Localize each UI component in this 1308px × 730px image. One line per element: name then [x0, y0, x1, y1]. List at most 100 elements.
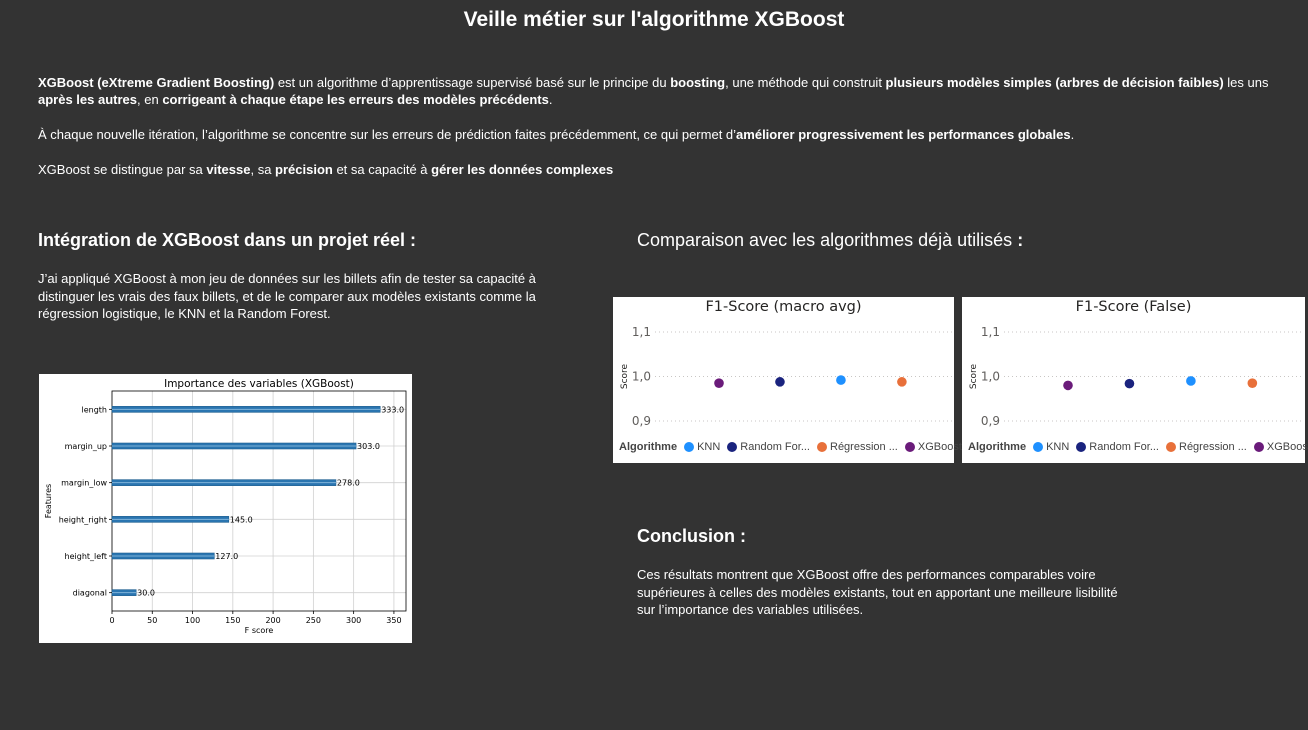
x-tick-label: 250 — [306, 616, 321, 625]
text-run: précision — [275, 162, 333, 177]
text-run: , une méthode qui construit — [725, 75, 886, 90]
text-run: , en — [137, 92, 163, 107]
bar-value-label: 30.0 — [137, 589, 155, 598]
legend-dot-icon — [904, 442, 915, 452]
legend-item[interactable]: XGBoost — [904, 441, 962, 453]
data-point — [1063, 380, 1073, 391]
legend-item[interactable]: XGBoost — [1253, 441, 1308, 453]
category-label: margin_up — [65, 442, 107, 451]
text-run: XGBoost se distingue par sa — [38, 162, 207, 177]
data-point — [714, 378, 724, 388]
x-tick-label: 150 — [225, 616, 240, 625]
y-tick-label: 0,9 — [632, 414, 651, 428]
bar-value-label: 278.0 — [337, 479, 360, 488]
comparison-heading-suffix: : — [1012, 230, 1024, 250]
f1-false-title: F1-Score (False) — [1075, 299, 1192, 315]
x-tick-label: 100 — [185, 616, 200, 625]
y-axis-label: Features — [44, 484, 53, 518]
intro-paragraph-1: XGBoost (eXtreme Gradient Boosting) est … — [38, 74, 1283, 108]
legend-title: Algorithme — [619, 441, 678, 453]
legend-dot-icon — [1033, 442, 1044, 452]
f1-false-card: F1-Score (False) 0,9 1,0 1,1 Score Algorith… — [962, 297, 1308, 463]
text-run: améliorer progressivement les performanc… — [736, 127, 1071, 142]
category-label: diagonal — [73, 589, 107, 598]
x-tick-label: 350 — [386, 616, 401, 625]
text-run: les uns — [1223, 75, 1269, 90]
legend-label: XGBoost — [917, 441, 962, 453]
legend-dot-icon — [817, 442, 827, 452]
bar-value-label: 127.0 — [215, 552, 238, 561]
text-run: , sa — [250, 162, 276, 177]
legend-label: Régression ... — [830, 441, 898, 453]
plot-frame — [111, 390, 407, 612]
legend-dot-icon — [684, 442, 695, 452]
intro-paragraph-3: XGBoost se distingue par sa vitesse, sa … — [38, 161, 1283, 178]
legend-dot-icon — [1166, 442, 1176, 452]
legend-dot-icon — [1253, 442, 1264, 452]
page-title: Veille métier sur l'algorithme XGBoost — [463, 8, 845, 31]
legend-label: Régression ... — [1179, 441, 1247, 453]
y-tick-label: 1,1 — [632, 325, 651, 339]
text-run: gérer les données complexes — [431, 162, 614, 177]
comparison-heading: Comparaison avec les algorithmes déjà ut… — [637, 230, 1023, 251]
feature-importance-chart: Importance des variables (XGBoost) 333.0 l… — [39, 374, 412, 643]
text-run: après les autres — [38, 92, 138, 107]
feature-importance-svg: Importance des variables (XGBoost) 333.0 l… — [44, 378, 407, 635]
data-point — [1247, 378, 1258, 388]
text-run: . — [1070, 127, 1075, 142]
legend-label: KNN — [1046, 441, 1070, 453]
bar-value-label: 303.0 — [357, 442, 380, 451]
chart-title: Importance des variables (XGBoost) — [164, 378, 354, 390]
legend-title: Algorithme — [968, 441, 1027, 453]
x-tick-label: 50 — [147, 616, 157, 625]
x-tick-label: 200 — [265, 616, 280, 625]
x-axis-label: F score — [245, 626, 274, 635]
f1-false-svg: 0,9 1,0 1,1 Score — [969, 325, 1303, 428]
f1-macro-title: F1-Score (macro avg) — [705, 299, 862, 315]
text-run: boosting — [670, 75, 726, 90]
conclusion-text: Ces résultats montrent que XGBoost offre… — [637, 567, 1118, 617]
text-run: est un algorithme d’apprentissage superv… — [274, 75, 671, 90]
category-label: margin_low — [61, 479, 107, 488]
legend-item[interactable]: Régression ... — [1166, 441, 1247, 453]
text-run: vitesse — [206, 162, 251, 177]
data-point — [1124, 378, 1135, 389]
text-run: corrigeant à chaque étape les erreurs de… — [162, 92, 549, 107]
legend-label: XGBoost — [1266, 441, 1308, 453]
legend-label: Random For... — [1089, 441, 1159, 453]
y-tick-label: 1,0 — [981, 370, 1000, 384]
bar-value-label: 145.0 — [230, 515, 253, 524]
y-tick-label: 1,1 — [981, 325, 1000, 339]
legend-label: Random For... — [740, 441, 810, 453]
legend-item[interactable]: KNN — [1033, 441, 1069, 453]
integration-heading: Intégration de XGBoost dans un projet ré… — [38, 230, 417, 250]
x-tick-label: 300 — [346, 616, 361, 625]
y-tick-label: 1,0 — [632, 370, 651, 384]
legend-item[interactable]: Régression ... — [817, 441, 898, 453]
text-run: plusieurs modèles simples (arbres de déc… — [885, 75, 1224, 90]
legend-dot-icon — [727, 442, 738, 452]
intro-paragraph-2: À chaque nouvelle itération, l’algorithm… — [38, 126, 1283, 143]
y-axis-label: Score — [620, 363, 630, 389]
integration-text: J’ai appliqué XGBoost à mon jeu de donné… — [38, 271, 536, 321]
legend-item[interactable]: Random For... — [727, 441, 810, 453]
legend-item[interactable]: Random For... — [1076, 441, 1159, 453]
legend-dot-icon — [1076, 442, 1087, 452]
data-point — [836, 375, 846, 385]
x-tick-label: 0 — [109, 616, 114, 625]
f1-macro-svg: 0,9 1,0 1,1 Score — [620, 325, 952, 428]
f1-macro-card: F1-Score (macro avg) 0,9 1,0 1,1 Score Algo… — [613, 297, 962, 463]
category-label: height_right — [59, 515, 107, 524]
f1-false-legend: Algorithme KNN Random For... Régression ...… — [968, 441, 1308, 453]
data-point — [897, 377, 907, 387]
category-label: height_left — [65, 552, 107, 561]
text-run: et sa capacité à — [332, 162, 432, 177]
legend-label: KNN — [697, 441, 721, 453]
data-point — [1186, 376, 1196, 386]
y-tick-label: 0,9 — [981, 414, 1000, 428]
category-label: length — [82, 405, 108, 414]
text-run: XGBoost (eXtreme Gradient Boosting) — [38, 75, 275, 90]
conclusion-heading: Conclusion : — [637, 526, 746, 546]
text-run: À chaque nouvelle itération, l’algorithm… — [38, 127, 737, 142]
legend-item[interactable]: KNN — [684, 441, 720, 453]
